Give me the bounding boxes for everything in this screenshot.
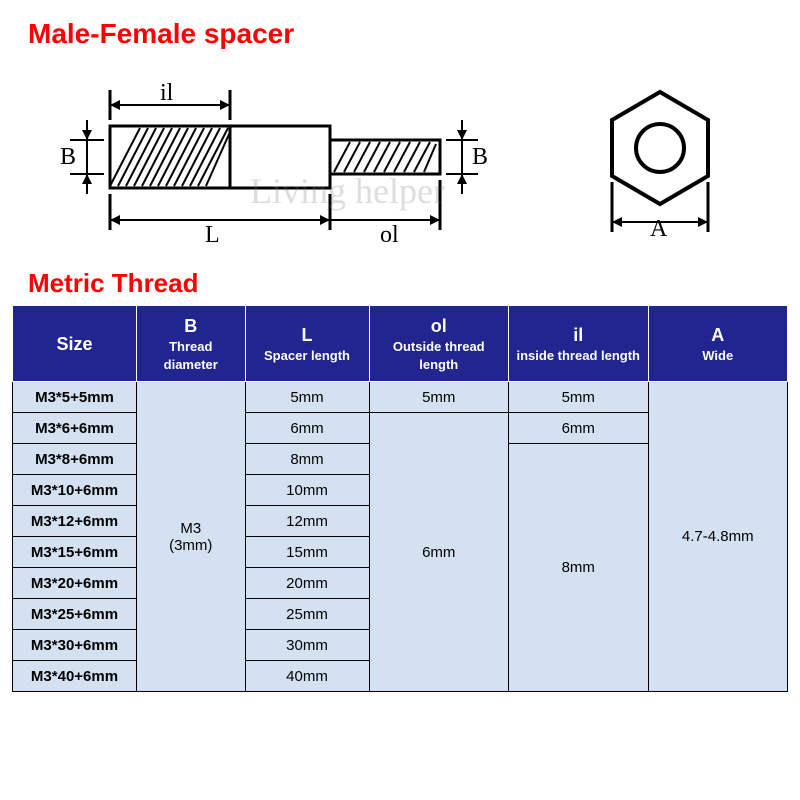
col-header: Size (13, 306, 137, 382)
section-subtitle: Metric Thread (0, 260, 800, 305)
cell-l: 25mm (245, 599, 369, 630)
page-title: Male-Female spacer (0, 0, 800, 50)
col-header: ilinside thread length (509, 306, 649, 382)
cell-size: M3*5+5mm (13, 382, 137, 413)
dim-label-ol: ol (380, 222, 399, 249)
cell-b: M3 (3mm) (137, 382, 246, 692)
spacer-diagram: il B B L ol A Living helper (0, 60, 800, 260)
cell-l: 5mm (245, 382, 369, 413)
cell-size: M3*30+6mm (13, 630, 137, 661)
cell-a: 4.7-4.8mm (648, 382, 788, 692)
table-header-row: SizeBThread diameterLSpacer lengtholOuts… (13, 306, 788, 382)
cell-l: 6mm (245, 413, 369, 444)
cell-il: 5mm (509, 382, 649, 413)
dim-label-a: A (650, 216, 667, 243)
cell-size: M3*12+6mm (13, 506, 137, 537)
cell-ol: 5mm (369, 382, 509, 413)
cell-size: M3*10+6mm (13, 475, 137, 506)
cell-l: 15mm (245, 537, 369, 568)
dim-label-il: il (160, 80, 173, 107)
cell-l: 10mm (245, 475, 369, 506)
cell-l: 40mm (245, 661, 369, 692)
dim-label-b-right: B (472, 144, 488, 171)
cell-size: M3*25+6mm (13, 599, 137, 630)
dim-label-b-left: B (60, 144, 76, 171)
cell-il: 6mm (509, 413, 649, 444)
cell-ol: 6mm (369, 413, 509, 692)
table-row: M3*5+5mmM3 (3mm)5mm5mm5mm4.7-4.8mm (13, 382, 788, 413)
col-header: LSpacer length (245, 306, 369, 382)
cell-size: M3*20+6mm (13, 568, 137, 599)
col-header: olOutside thread length (369, 306, 509, 382)
table-body: M3*5+5mmM3 (3mm)5mm5mm5mm4.7-4.8mmM3*6+6… (13, 382, 788, 692)
cell-size: M3*40+6mm (13, 661, 137, 692)
cell-l: 12mm (245, 506, 369, 537)
spec-table: SizeBThread diameterLSpacer lengtholOuts… (12, 305, 788, 692)
cell-size: M3*15+6mm (13, 537, 137, 568)
cell-l: 30mm (245, 630, 369, 661)
cell-size: M3*6+6mm (13, 413, 137, 444)
cell-size: M3*8+6mm (13, 444, 137, 475)
col-header: AWide (648, 306, 788, 382)
cell-il: 8mm (509, 444, 649, 692)
col-header: BThread diameter (137, 306, 246, 382)
dim-label-l: L (205, 222, 220, 249)
cell-l: 8mm (245, 444, 369, 475)
cell-l: 20mm (245, 568, 369, 599)
spec-table-wrapper: SizeBThread diameterLSpacer lengtholOuts… (12, 305, 788, 692)
